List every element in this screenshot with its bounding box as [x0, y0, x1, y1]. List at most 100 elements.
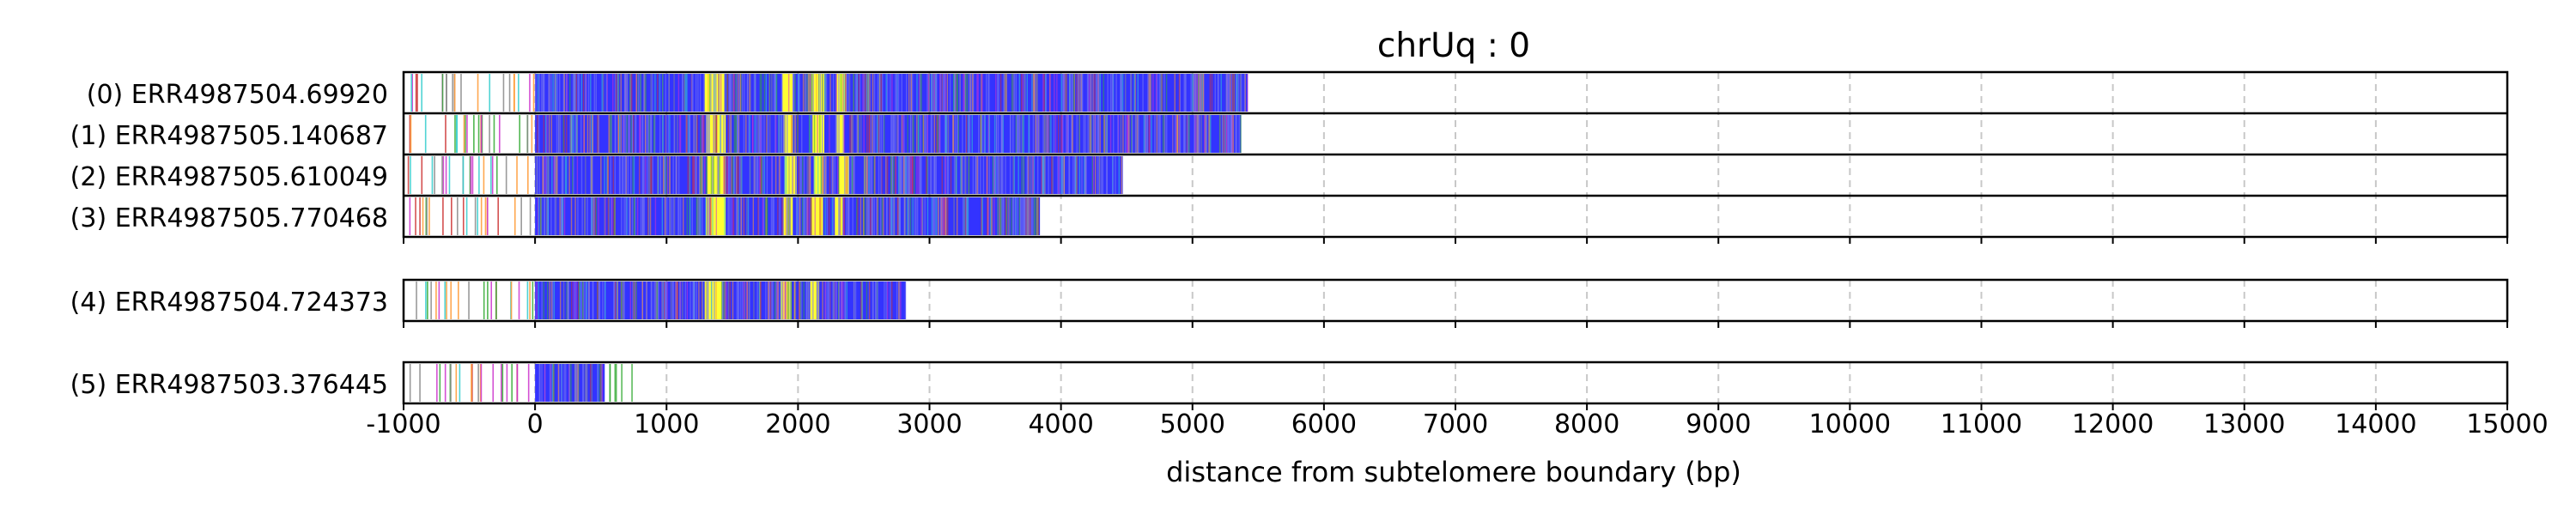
variant-line [854, 282, 857, 319]
variant-line [850, 156, 852, 194]
variant-line [1054, 115, 1057, 153]
variant-line [638, 74, 640, 112]
variant-line [652, 156, 653, 194]
variant-line [705, 197, 707, 235]
variant-line [1184, 74, 1187, 112]
variant-line [607, 156, 609, 194]
variant-line [794, 156, 797, 194]
variant-line [673, 197, 676, 235]
variant-line [780, 156, 781, 194]
variant-line [532, 282, 534, 319]
variant-line [557, 115, 560, 153]
variant-line [1210, 115, 1212, 153]
variant-line [763, 74, 766, 112]
variant-line [1155, 74, 1157, 112]
variant-line [841, 282, 843, 319]
variant-line [1113, 115, 1115, 153]
variant-line [434, 156, 435, 194]
variant-line [808, 115, 811, 153]
read-label: (4) ERR4987504.724373 [70, 288, 388, 318]
variant-line [873, 197, 875, 235]
variant-line [669, 156, 671, 194]
variant-line [1041, 156, 1042, 194]
variant-line [965, 156, 967, 194]
variant-line [574, 115, 577, 153]
variant-line [1201, 74, 1203, 112]
variant-line [538, 115, 540, 153]
variant-line [849, 115, 851, 153]
variant-line [766, 156, 769, 194]
variant-line [720, 74, 722, 112]
variant-line [1131, 115, 1133, 153]
variant-line [786, 156, 787, 194]
variant-line [456, 197, 459, 235]
variant-line [631, 115, 634, 153]
variant-line [797, 197, 799, 235]
variant-line [806, 74, 808, 112]
variant-line [899, 156, 901, 194]
variant-line [771, 74, 773, 112]
variant-line [801, 197, 804, 235]
variant-line [931, 74, 933, 112]
variant-line [634, 282, 635, 319]
interstitial-variant-band [782, 74, 793, 112]
variant-line [1002, 115, 1004, 153]
variant-line [795, 197, 798, 235]
variant-line [662, 156, 665, 194]
variant-line [592, 282, 594, 319]
variant-line [623, 115, 626, 153]
variant-line [456, 115, 458, 153]
variant-line [816, 74, 817, 112]
variant-line [1026, 74, 1028, 112]
variant-line [568, 156, 570, 194]
variant-line [671, 282, 674, 319]
variant-line [931, 156, 933, 194]
variant-line [1101, 156, 1103, 194]
variant-line [608, 197, 611, 235]
variant-line [580, 156, 583, 194]
variant-line [799, 197, 801, 235]
variant-line [908, 156, 911, 194]
variant-line [904, 282, 907, 319]
variant-line [1121, 74, 1124, 112]
variant-line [862, 74, 864, 112]
variant-line [550, 282, 553, 319]
variant-line [606, 74, 608, 112]
x-tick-label: 8000 [1554, 409, 1619, 439]
variant-line [706, 156, 708, 194]
variant-line [410, 74, 412, 112]
variant-line [746, 197, 748, 235]
variant-line [644, 74, 646, 112]
variant-line [959, 74, 961, 112]
variant-line [1043, 74, 1045, 112]
variant-line [1021, 115, 1024, 153]
variant-line [963, 197, 965, 235]
x-tick-label: 14000 [2335, 409, 2416, 439]
variant-line [771, 156, 773, 194]
variant-line [661, 197, 664, 235]
variant-line [629, 74, 632, 112]
variant-line [818, 74, 820, 112]
variant-line [802, 156, 804, 194]
variant-line [474, 197, 477, 235]
variant-line [1058, 115, 1060, 153]
variant-line [829, 156, 831, 194]
variant-line [574, 282, 576, 319]
variant-line [506, 364, 508, 402]
variant-line [1196, 74, 1199, 112]
variant-line [842, 115, 844, 153]
variant-line [970, 74, 972, 112]
variant-line [895, 156, 896, 194]
variant-line [799, 282, 800, 319]
variant-line [894, 115, 896, 153]
variant-line [1066, 115, 1068, 153]
variant-line [633, 156, 635, 194]
variant-line [873, 156, 875, 194]
variant-line [794, 74, 796, 112]
variant-line [773, 197, 775, 235]
variant-line [698, 197, 700, 235]
variant-line [540, 197, 543, 235]
variant-line [527, 156, 529, 194]
interstitial-variant-band [785, 156, 797, 194]
